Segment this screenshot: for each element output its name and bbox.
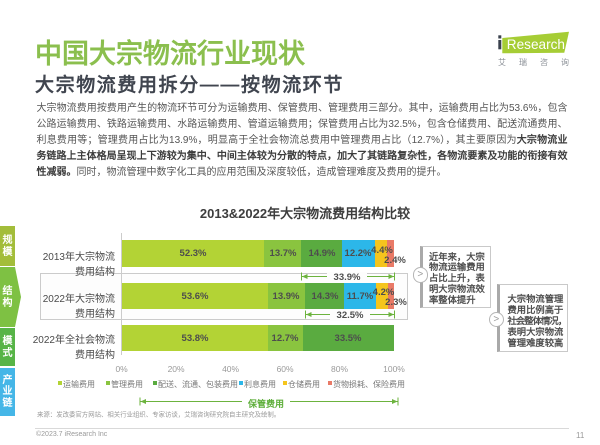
svg-text:Research: Research [507, 37, 565, 52]
svg-text:艾瑞咨询: 艾瑞咨询 [498, 57, 574, 67]
